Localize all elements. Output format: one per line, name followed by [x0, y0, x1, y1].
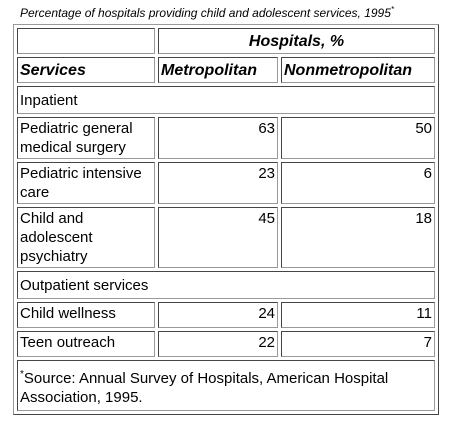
footnote-marker: *	[20, 369, 24, 380]
section-row: Inpatient	[17, 86, 435, 114]
section-title: Inpatient	[17, 86, 435, 114]
value-cell: 7	[281, 331, 435, 357]
header-row: Hospitals, %	[17, 28, 435, 54]
value-cell: 22	[158, 331, 278, 357]
footnote: *Source: Annual Survey of Hospitals, Ame…	[17, 360, 435, 411]
value-cell: 18	[281, 207, 435, 268]
column-row: Services Metropolitan Nonmetropolitan	[17, 57, 435, 83]
caption: Percentage of hospitals providing child …	[20, 5, 394, 20]
caption-text: Percentage of hospitals providing child …	[20, 6, 391, 20]
section-title: Outpatient services	[17, 271, 435, 299]
service-name: Child wellness	[17, 302, 155, 328]
service-name: Pediatric general medical surgery	[17, 117, 155, 159]
value-cell: 24	[158, 302, 278, 328]
value-cell: 45	[158, 207, 278, 268]
service-name: Pediatric intensive care	[17, 162, 155, 204]
data-row: Pediatric general medical surgery 63 50	[17, 117, 435, 159]
group-header: Hospitals, %	[158, 28, 435, 54]
value-cell: 50	[281, 117, 435, 159]
value-cell: 11	[281, 302, 435, 328]
value-cell: 63	[158, 117, 278, 159]
service-name: Teen outreach	[17, 331, 155, 357]
column-header: Nonmetropolitan	[281, 57, 435, 83]
footnote-row: *Source: Annual Survey of Hospitals, Ame…	[17, 360, 435, 411]
caption-marker: *	[390, 5, 395, 14]
empty-cell	[17, 28, 155, 54]
value-cell: 23	[158, 162, 278, 204]
services-table: Hospitals, % Services Metropolitan Nonmetro…	[13, 24, 439, 415]
data-row: Pediatric intensive care 23 6	[17, 162, 435, 204]
data-row: Child and adolescent psychiatry 45 18	[17, 207, 435, 268]
column-header: Metropolitan	[158, 57, 278, 83]
data-row: Teen outreach 22 7	[17, 331, 435, 357]
data-row: Child wellness 24 11	[17, 302, 435, 328]
value-cell: 6	[281, 162, 435, 204]
section-row: Outpatient services	[17, 271, 435, 299]
footnote-text: Source: Annual Survey of Hospitals, Amer…	[20, 370, 389, 406]
service-name: Child and adolescent psychiatry	[17, 207, 155, 268]
column-header: Services	[17, 57, 155, 83]
